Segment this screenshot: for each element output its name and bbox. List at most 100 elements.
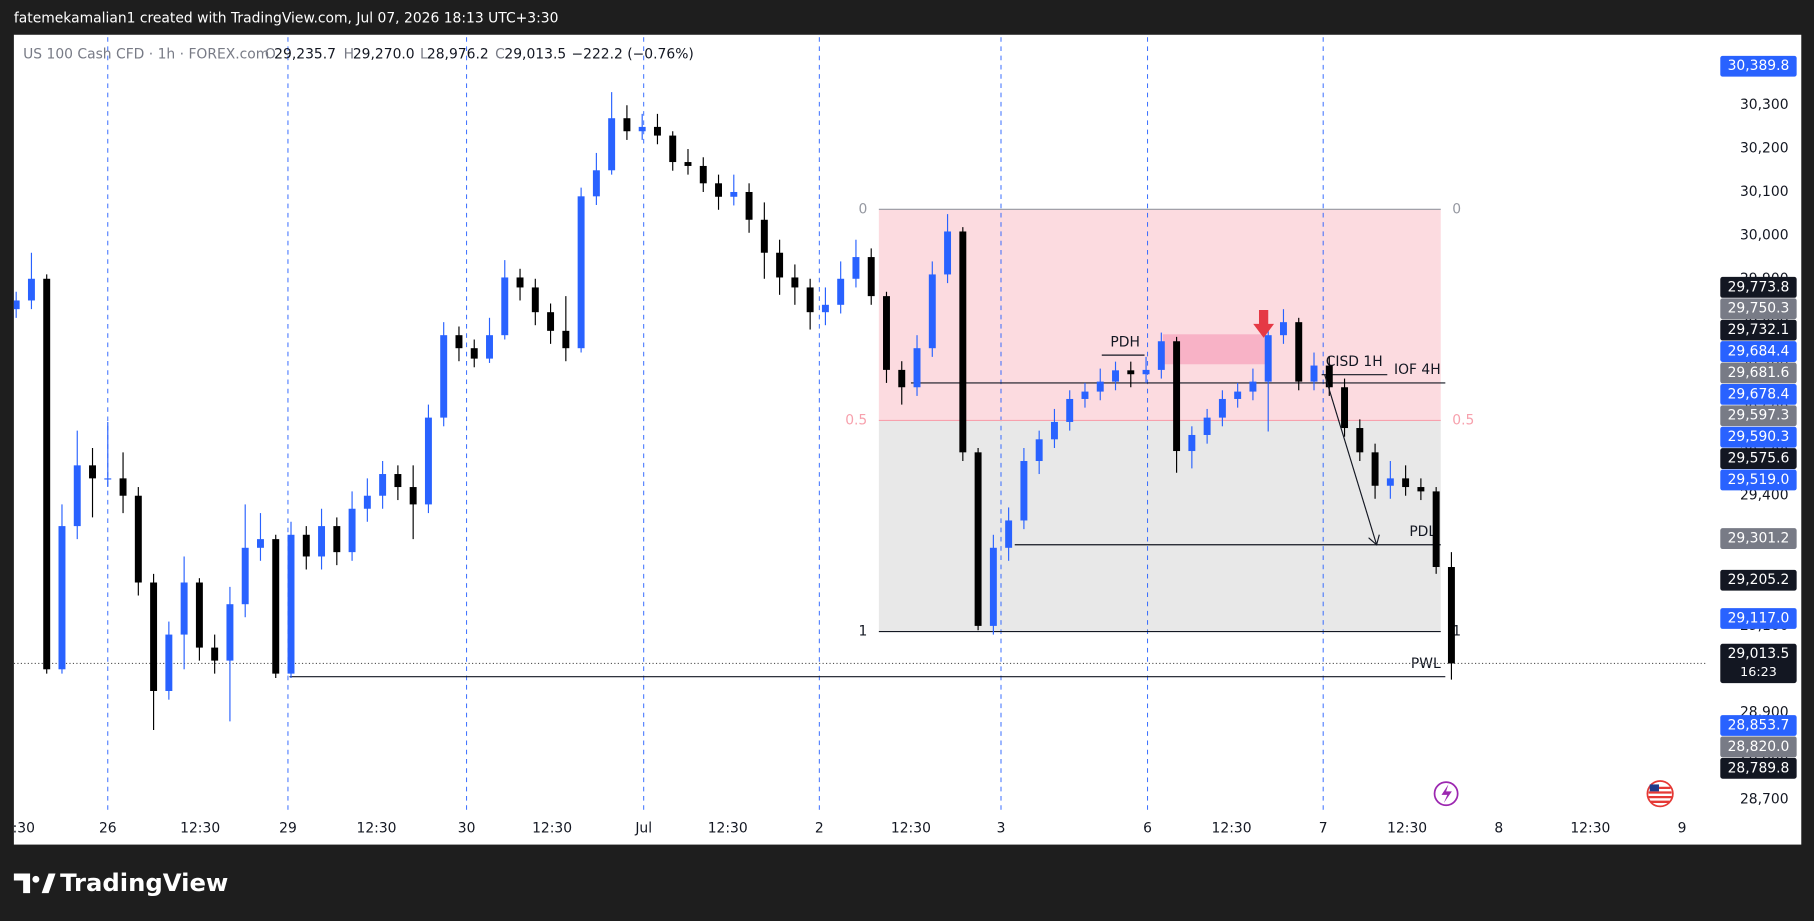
y-tick-label: 30,100 [1740, 184, 1789, 200]
level-label: PWL [1411, 656, 1441, 672]
candle-body [592, 170, 600, 197]
candle-body [486, 335, 493, 359]
ohlc-value: 29,270.0 [353, 46, 415, 62]
candle-body [379, 474, 387, 496]
candle-body [1341, 387, 1349, 429]
fib-label: 0.5 [1452, 412, 1474, 428]
price-label-box [1720, 608, 1797, 629]
x-tick-label: 12:30 [357, 820, 397, 836]
price-label: 29,732.1 [1728, 322, 1790, 338]
candle-body [730, 191, 738, 197]
candle-body [516, 277, 524, 288]
candle-body [1447, 567, 1455, 664]
candle-body [867, 257, 875, 297]
candle-body [226, 604, 234, 661]
candle-body [623, 118, 631, 132]
x-tick-label: 7 [1319, 820, 1328, 836]
candle-body [287, 534, 295, 674]
candle-body [1020, 461, 1028, 521]
candle-body [562, 330, 570, 349]
candle-body [470, 348, 478, 359]
candle-body [241, 547, 249, 605]
candle-body [89, 465, 96, 479]
x-tick-label: 6 [1143, 820, 1152, 836]
candle-body [1295, 322, 1303, 382]
price-label: 28,853.7 [1728, 717, 1790, 733]
candle-body [1157, 341, 1165, 370]
candle-body [1005, 520, 1013, 548]
candle-body [333, 526, 341, 553]
candle-body [1264, 335, 1272, 382]
candle-body [1218, 398, 1226, 418]
candle-body [363, 495, 371, 509]
price-label: 29,597.3 [1728, 408, 1790, 424]
candle-body [715, 183, 723, 197]
price-label-box [1720, 736, 1797, 758]
x-tick-label: 12:30 [708, 820, 748, 836]
candle-body [1432, 491, 1440, 568]
symbol-title: US 100 Cash CFD · 1h · FOREX.com [23, 46, 269, 62]
candle-body [257, 539, 264, 548]
candle-body [806, 287, 814, 313]
fib-label: 0.5 [845, 412, 867, 428]
candle-body [821, 304, 829, 313]
candle-body [531, 287, 539, 313]
x-tick-label: 3 [997, 820, 1006, 836]
candle-body [791, 277, 799, 288]
candle-body [211, 647, 219, 661]
ohlc-letter: L [420, 46, 428, 62]
candle-body [577, 196, 585, 349]
candle-body [1127, 370, 1135, 375]
us-flag-icon[interactable] [1646, 780, 1674, 808]
candle-body [119, 478, 127, 496]
candle-body [1050, 421, 1058, 440]
candle-body [760, 219, 768, 253]
price-label-box [1720, 426, 1797, 448]
x-tick-label: 12:30 [1387, 820, 1427, 836]
candle-body [165, 634, 173, 691]
price-label-box [1720, 448, 1797, 469]
alert-icon[interactable] [1433, 781, 1459, 807]
price-label: 29,575.6 [1728, 451, 1790, 467]
candle-body [394, 474, 402, 488]
price-label: 29,519.0 [1728, 472, 1790, 488]
price-label-box [1720, 469, 1797, 491]
candle-body [883, 296, 890, 370]
candle-body [150, 582, 158, 691]
candle-body [1173, 341, 1181, 452]
candle-body [928, 274, 936, 349]
ohlc-letter: O [265, 46, 276, 62]
price-label: 29,773.8 [1728, 279, 1790, 295]
price-label-box [1720, 341, 1797, 362]
level-label: CISD 1H [1326, 354, 1383, 370]
price-label-box [1720, 383, 1797, 405]
candle-body [195, 582, 203, 648]
ohlc-value: 28,976.2 [427, 46, 489, 62]
brand-logo[interactable]: TradingView [13, 868, 228, 897]
candle-body [989, 547, 997, 626]
candle-body [852, 257, 860, 279]
price-label-box [1720, 528, 1797, 550]
candle-body [638, 126, 646, 132]
candle-body [1402, 478, 1410, 488]
price-label: 29,205.2 [1728, 572, 1790, 588]
candle-body [944, 231, 952, 275]
x-tick-label: :30 [13, 820, 35, 836]
x-tick-label: 12:30 [180, 820, 220, 836]
ohlc-value: 29,235.7 [274, 46, 336, 62]
candle-body [58, 526, 66, 670]
y-tick-label: 29,400 [1740, 488, 1789, 504]
price-label: 29,678.4 [1728, 386, 1790, 402]
x-tick-label: 12:30 [532, 820, 572, 836]
axes: :30 26 12:30 29 12:30 30 12:30 Jul 12:30 2 12:30 3 6… [13, 55, 1797, 836]
candle-body [1325, 365, 1333, 388]
price-label-box [1720, 405, 1797, 427]
candle-body [1279, 322, 1287, 336]
ohlc-value: 29,013.5 [504, 46, 566, 62]
candle-body [898, 369, 906, 388]
candle-body [745, 191, 753, 220]
candle-body [974, 452, 982, 626]
fib-zone [878, 420, 1441, 632]
candle-body [653, 126, 661, 136]
